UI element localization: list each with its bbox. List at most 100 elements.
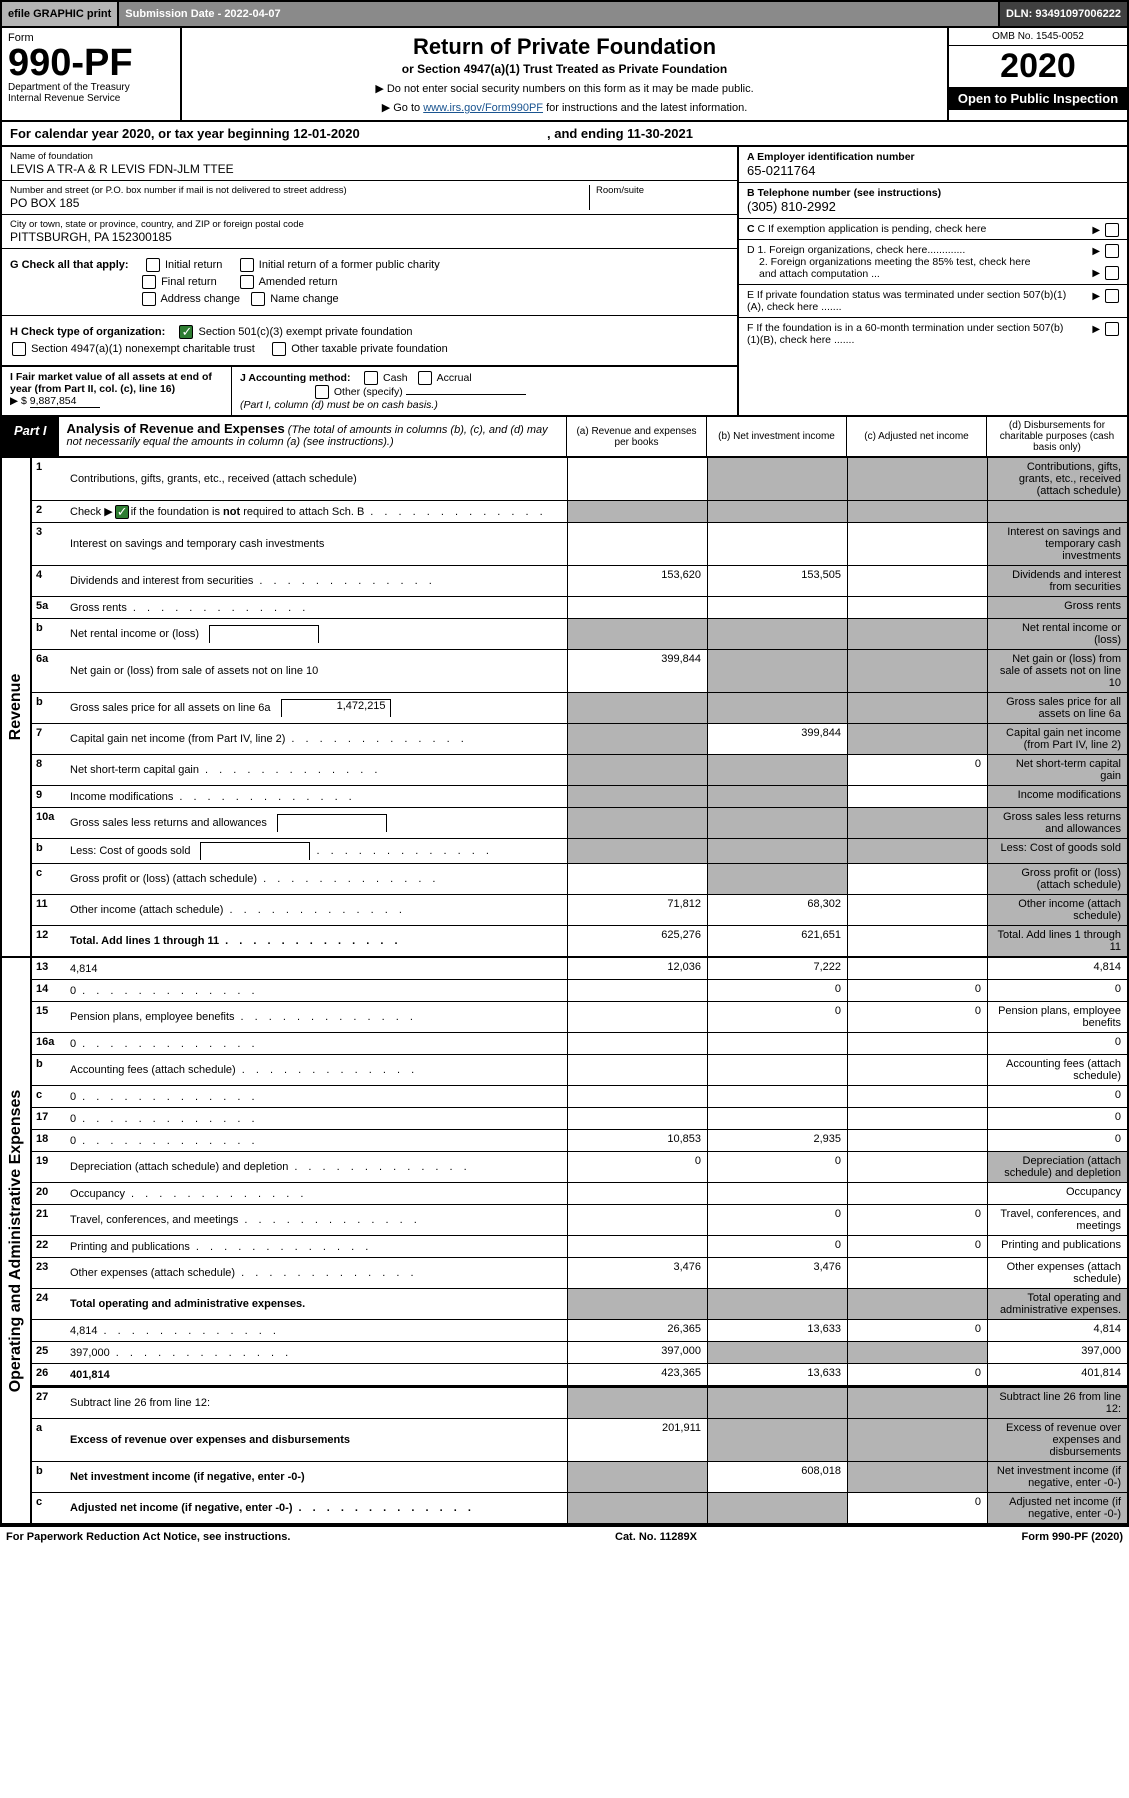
row-desc: 397,000. . . . . . . . . . . . . — [66, 1342, 567, 1363]
row-desc: 0. . . . . . . . . . . . . — [66, 1108, 567, 1129]
chk-other-method[interactable] — [315, 385, 329, 399]
chk-accrual[interactable] — [418, 371, 432, 385]
cell-d: Capital gain net income (from Part IV, l… — [987, 724, 1127, 754]
chk-e[interactable] — [1105, 289, 1119, 303]
expenses-vtext: Operating and Administrative Expenses — [7, 1089, 25, 1392]
cell-c: 0 — [847, 1493, 987, 1523]
inset-value — [200, 842, 310, 860]
cell-c — [847, 1183, 987, 1204]
row-desc: 401,814 — [66, 1364, 567, 1385]
row-3: 3Interest on savings and temporary cash … — [32, 523, 1127, 566]
cell-b — [707, 755, 847, 785]
row-5b: bNet rental income or (loss)Net rental i… — [32, 619, 1127, 650]
cell-a: 26,365 — [567, 1320, 707, 1341]
cell-b: 608,018 — [707, 1462, 847, 1492]
cell-d: Adjusted net income (if negative, enter … — [987, 1493, 1127, 1523]
chk-d1[interactable] — [1105, 244, 1119, 258]
chk-other-taxable[interactable] — [272, 342, 286, 356]
chk-final-return[interactable] — [142, 275, 156, 289]
calyear-mid: , and ending — [547, 126, 627, 141]
form-link[interactable]: www.irs.gov/Form990PF — [423, 102, 543, 114]
g-label: G Check all that apply: — [10, 259, 129, 271]
cell-c — [847, 926, 987, 956]
row-desc: Interest on savings and temporary cash i… — [66, 523, 567, 565]
form-title: Return of Private Foundation — [188, 34, 941, 60]
instr-2: ▶ Go to www.irs.gov/Form990PF for instru… — [188, 101, 941, 114]
opt-4947a1: Section 4947(a)(1) nonexempt charitable … — [31, 343, 255, 355]
dots: . . . . . . . . . . . . . — [259, 575, 563, 587]
cell-b: 621,651 — [707, 926, 847, 956]
row-17: 170. . . . . . . . . . . . .0 — [32, 1108, 1127, 1130]
row-num: 4 — [32, 566, 66, 596]
dots: . . . . . . . . . . . . . — [82, 985, 563, 997]
j-label: J Accounting method: — [240, 372, 350, 384]
chk-501c3[interactable] — [179, 325, 193, 339]
cell-b — [707, 786, 847, 807]
row-7: 7Capital gain net income (from Part IV, … — [32, 724, 1127, 755]
cell-b — [707, 839, 847, 863]
dots: . . . . . . . . . . . . . — [241, 1011, 564, 1023]
chk-4947a1[interactable] — [12, 342, 26, 356]
row-num: b — [32, 1055, 66, 1085]
dots: . . . . . . . . . . . . . — [225, 935, 563, 947]
row-num: 22 — [32, 1236, 66, 1257]
row-desc: Contributions, gifts, grants, etc., rece… — [66, 458, 567, 500]
row-num: 26 — [32, 1364, 66, 1385]
opt-initial-former: Initial return of a former public charit… — [259, 259, 440, 271]
cell-b — [707, 1183, 847, 1204]
chk-c[interactable] — [1105, 223, 1119, 237]
cell-d: 0 — [987, 1086, 1127, 1107]
j-cell: J Accounting method: Cash Accrual Other … — [232, 367, 737, 415]
col-a-header: (a) Revenue and expenses per books — [567, 417, 707, 456]
chk-cash[interactable] — [364, 371, 378, 385]
cell-a — [567, 693, 707, 723]
form-header: Form 990-PF Department of the Treasury I… — [0, 28, 1129, 122]
row-num: 19 — [32, 1152, 66, 1182]
row-num: c — [32, 1086, 66, 1107]
chk-initial-former[interactable] — [240, 258, 254, 272]
row-num: 2 — [32, 501, 66, 522]
row-8: 8Net short-term capital gain. . . . . . … — [32, 755, 1127, 786]
chk-amended-return[interactable] — [240, 275, 254, 289]
row-desc: Total operating and administrative expen… — [66, 1289, 567, 1319]
chk-address-change[interactable] — [142, 292, 156, 306]
efile-print[interactable]: efile GRAPHIC print — [2, 2, 119, 26]
chk-initial-return[interactable] — [146, 258, 160, 272]
chk-f[interactable] — [1105, 322, 1119, 336]
cell-c: 0 — [847, 1320, 987, 1341]
address-row: Number and street (or P.O. box number if… — [2, 181, 737, 215]
cell-b — [707, 1033, 847, 1054]
ij-row: I Fair market value of all assets at end… — [2, 366, 737, 415]
cell-d: Dividends and interest from securities — [987, 566, 1127, 596]
cell-d: 401,814 — [987, 1364, 1127, 1385]
expenses-side-label: Operating and Administrative Expenses — [2, 958, 32, 1523]
cell-b: 68,302 — [707, 895, 847, 925]
row-10a: 10aGross sales less returns and allowanc… — [32, 808, 1127, 839]
row-num: 13 — [32, 958, 66, 979]
row-6a: 6aNet gain or (loss) from sale of assets… — [32, 650, 1127, 693]
page-footer: For Paperwork Reduction Act Notice, see … — [0, 1525, 1129, 1547]
row-desc: Depreciation (attach schedule) and deple… — [66, 1152, 567, 1182]
opt-501c3: Section 501(c)(3) exempt private foundat… — [199, 326, 413, 338]
row-27a: aExcess of revenue over expenses and dis… — [32, 1419, 1127, 1462]
footer-left: For Paperwork Reduction Act Notice, see … — [6, 1531, 290, 1543]
cell-d: 4,814 — [987, 1320, 1127, 1341]
row-24b: 4,814. . . . . . . . . . . . .26,36513,6… — [32, 1320, 1127, 1342]
opt-other-method: Other (specify) — [334, 386, 403, 398]
chk-d2[interactable] — [1105, 266, 1119, 280]
inset-value — [209, 625, 319, 643]
instr-1: ▶ Do not enter social security numbers o… — [188, 82, 941, 95]
row-desc: Income modifications. . . . . . . . . . … — [66, 786, 567, 807]
chk-schb[interactable] — [115, 505, 129, 519]
cell-c — [847, 1033, 987, 1054]
c-row: C C If exemption application is pending,… — [739, 219, 1127, 240]
row-desc: Net investment income (if negative, ente… — [66, 1462, 567, 1492]
dots: . . . . . . . . . . . . . — [242, 1064, 563, 1076]
row-desc: 4,814 — [66, 958, 567, 979]
cell-d: Excess of revenue over expenses and disb… — [987, 1419, 1127, 1461]
cell-b: 2,935 — [707, 1130, 847, 1151]
cell-b: 0 — [707, 980, 847, 1001]
cell-d: Pension plans, employee benefits — [987, 1002, 1127, 1032]
row-desc: Accounting fees (attach schedule). . . .… — [66, 1055, 567, 1085]
chk-name-change[interactable] — [251, 292, 265, 306]
